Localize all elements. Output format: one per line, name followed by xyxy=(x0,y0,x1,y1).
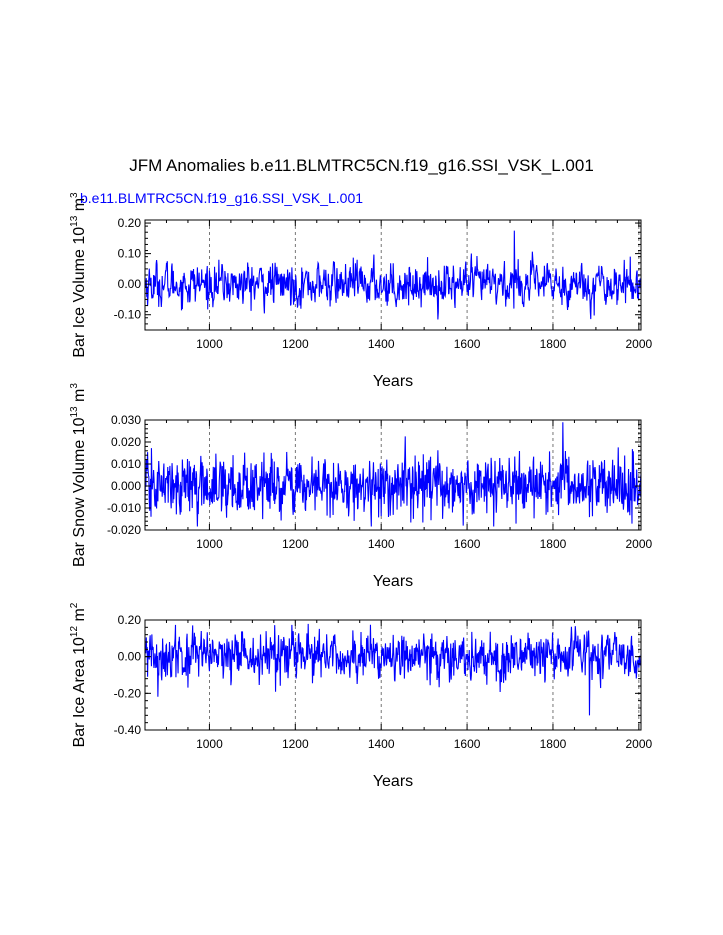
series-line xyxy=(144,422,642,527)
x-tick-label: 1400 xyxy=(368,337,395,351)
x-tick-label: 1800 xyxy=(540,737,567,751)
y-axis-label-unit: m xyxy=(71,389,88,407)
y-axis-label-main: Bar Ice Volume 10 xyxy=(71,227,88,358)
y-axis-label-exp: 13 xyxy=(69,215,80,227)
y-tick-label: -0.20 xyxy=(114,686,142,700)
x-tick-label: 1400 xyxy=(368,537,395,551)
y-axis-label-unit: m xyxy=(71,608,88,626)
x-tick-label: 2000 xyxy=(626,737,653,751)
x-tick-label: 1400 xyxy=(368,737,395,751)
y-axis-label-main: Bar Snow Volume 10 xyxy=(71,417,88,567)
x-tick-label: 1200 xyxy=(282,737,309,751)
y-axis-label: Bar Ice Area 1012 m2 xyxy=(69,602,88,747)
x-tick-label: 2000 xyxy=(626,337,653,351)
x-tick-label: 1600 xyxy=(454,337,481,351)
y-axis-label-main: Bar Ice Area 10 xyxy=(71,637,88,747)
y-axis-label-unit-exp: 2 xyxy=(69,602,80,608)
y-tick-label: -0.020 xyxy=(107,523,141,537)
y-axis-label-exp: 13 xyxy=(69,406,80,418)
y-tick-label: 0.010 xyxy=(111,457,141,471)
x-tick-label: 1600 xyxy=(454,537,481,551)
x-tick-label: 1000 xyxy=(196,337,223,351)
y-tick-label: 0.10 xyxy=(118,247,142,261)
x-tick-label: 1000 xyxy=(196,737,223,751)
x-tick-label: 1200 xyxy=(282,537,309,551)
x-tick-label: 1000 xyxy=(196,537,223,551)
y-tick-label: 0.20 xyxy=(118,216,142,230)
y-tick-label: -0.010 xyxy=(107,501,141,515)
x-axis-label: Years xyxy=(373,573,413,590)
chart-subtitle: b.e11.BLMTRC5CN.f19_g16.SSI_VSK_L.001 xyxy=(80,190,364,206)
x-tick-label: 1800 xyxy=(540,537,567,551)
series-line xyxy=(144,623,642,716)
chart-title: JFM Anomalies b.e11.BLMTRC5CN.f19_g16.SS… xyxy=(129,156,594,175)
plot-frame xyxy=(144,419,642,531)
series-line xyxy=(144,230,642,320)
x-tick-label: 2000 xyxy=(626,537,653,551)
x-tick-label: 1800 xyxy=(540,337,567,351)
x-axis-label: Years xyxy=(373,373,413,390)
y-axis-label: Bar Snow Volume 1013 m3 xyxy=(69,383,88,567)
x-axis-label: Years xyxy=(373,773,413,790)
y-tick-label: -0.40 xyxy=(114,723,142,737)
y-tick-label: 0.020 xyxy=(111,435,141,449)
y-tick-label: 0.00 xyxy=(118,277,142,291)
y-axis-label-exp: 12 xyxy=(69,626,80,638)
y-tick-label: 0.000 xyxy=(111,479,141,493)
panel-ice-area: 1000 1200 1400 1600 1800 2000 -0.40 -0.20 0.00 0.… xyxy=(69,602,653,790)
x-tick-label: 1600 xyxy=(454,737,481,751)
panel-snow-volume: 1000 1200 1400 1600 1800 2000 -0.020 -0.010 0.00… xyxy=(69,383,653,590)
y-axis-label-unit-exp: 3 xyxy=(69,383,80,389)
plot-frame xyxy=(144,619,642,731)
y-tick-label: -0.10 xyxy=(114,308,142,322)
y-tick-label: 0.00 xyxy=(118,650,142,664)
panel-ice-volume: 1000 1200 1400 1600 1800 2000 -0.10 0.00 0.10 0.2… xyxy=(69,192,653,390)
y-axis-label-unit-exp: 3 xyxy=(69,192,80,198)
x-tick-label: 1200 xyxy=(282,337,309,351)
y-axis-label-unit: m xyxy=(71,198,88,216)
y-axis-label: Bar Ice Volume 1013 m3 xyxy=(69,192,88,358)
y-tick-label: 0.030 xyxy=(111,413,141,427)
y-tick-label: 0.20 xyxy=(118,613,142,627)
